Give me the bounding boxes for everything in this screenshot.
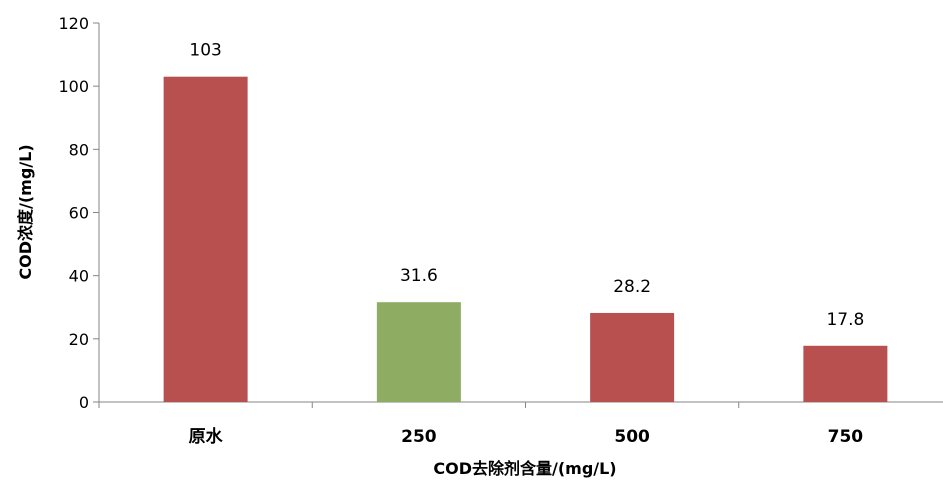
y-axis-title: COD浓度/(mg/L): [16, 144, 35, 279]
bars: [163, 76, 888, 403]
x-tick-label: 500: [614, 427, 650, 447]
x-tick-label: 原水: [189, 426, 224, 447]
y-tick-label: 40: [69, 267, 89, 286]
data-label: 103: [189, 41, 221, 61]
y-tick-label: 120: [58, 14, 89, 33]
bar: [376, 302, 461, 402]
y-tick-label: 0: [79, 393, 89, 412]
y-axis: 0 20 40 60 80 100 120: [58, 14, 100, 412]
bar: [163, 76, 248, 403]
bar: [803, 345, 888, 402]
x-tick-label: 750: [828, 427, 864, 447]
bar: [590, 312, 675, 402]
data-labels: 103 31.6 28.2 17.8: [189, 41, 864, 330]
x-axis: 原水 250 500 750: [98, 401, 943, 447]
data-label: 17.8: [826, 310, 864, 330]
y-tick-label: 80: [69, 140, 89, 159]
data-label: 31.6: [400, 266, 438, 286]
x-axis-title: COD去除剂含量/(mg/L): [433, 459, 616, 478]
data-label: 28.2: [613, 277, 651, 297]
y-tick-label: 100: [58, 77, 89, 96]
y-tick-label: 60: [69, 204, 89, 223]
x-tick-label: 250: [401, 427, 437, 447]
y-tick-label: 20: [69, 330, 89, 349]
